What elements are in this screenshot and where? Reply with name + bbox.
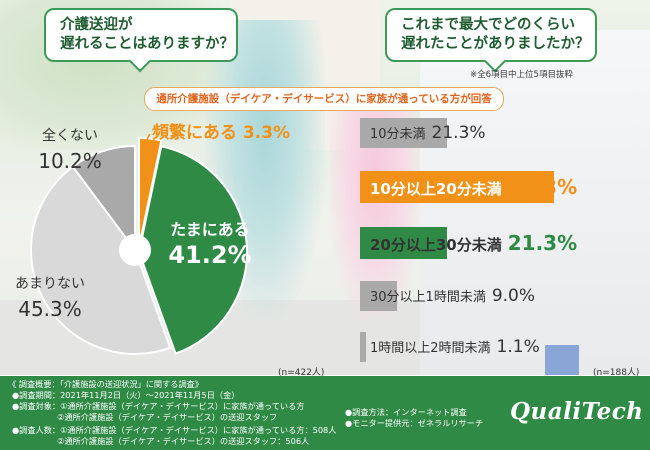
bar-category: 10分未満: [370, 127, 426, 142]
pie-value-4: 10.2%: [38, 149, 102, 173]
bar-value: 47.3%: [507, 175, 578, 199]
bar-category: 1時間以上2時間未満: [370, 341, 491, 356]
question-1-line-1: 介護送迎が: [60, 17, 133, 33]
bar-label-1: 10分未満 21.3%: [370, 118, 486, 150]
pie-value-3: 45.3%: [18, 297, 82, 321]
bar-2: [360, 171, 554, 203]
bar-value: 9.0%: [491, 286, 536, 306]
qualitech-logo: QualiTech: [510, 398, 644, 425]
respondent-banner: 通所介護施設（デイケア・デイサービス）に家族が通っている方が回答: [144, 87, 504, 111]
survey-target-1: ●調査対象：①通所介護施設（デイケア・デイサービス）に家族が通っている方: [12, 401, 305, 411]
pie-slice-2: [137, 145, 248, 355]
bar-label-5: 1時間以上2時間未満 1.1%: [370, 332, 540, 364]
pie-value-2: 41.2%: [168, 241, 251, 269]
pie-label-2: たまにある: [170, 220, 250, 239]
question-2-bubble: これまで最大でどのくらい 遅れたことがありましたか？: [385, 8, 597, 73]
bar-4: [360, 281, 397, 311]
survey-count-1: ●調査人数：①通所介護施設（デイケア・デイサービス）に家族が通っている方：508…: [12, 425, 337, 435]
question-1-line-2: 遅れることはありますか？: [60, 36, 234, 52]
survey-provider: ●モニター提供元：ゼネラルリサーチ: [345, 418, 484, 428]
bar-value: 21.3%: [431, 123, 486, 143]
bar-3: [360, 227, 448, 259]
bar-label-3: 20分以上30分未満 21.3%: [370, 227, 577, 261]
pie-leader-line: [142, 133, 151, 147]
pie-sample-size: (n=422人): [278, 368, 325, 378]
survey-title: 《 調査概要：「介護施設の送迎状況」に関する調査》: [8, 379, 204, 389]
pie-slice-4: [71, 144, 136, 254]
pie-slice-3: [30, 165, 172, 355]
bar-label-4: 30分以上1時間未満 9.0%: [370, 281, 535, 313]
bar-label-2: 10分以上20分未満 47.3%: [370, 171, 577, 205]
bar-category: 20分以上30分未満: [370, 236, 502, 254]
footnote: ※全6項目中上位5項目抜粋: [470, 70, 573, 80]
bar-5: [360, 332, 366, 362]
bar-value: 1.1%: [496, 337, 540, 357]
bar-sample-size: (n=188人): [593, 368, 640, 378]
bar-category: 10分以上20分未満: [370, 180, 502, 198]
pie-chart: 頻繁にある 3.3% たまにある 41.2% あまりない 45.3% 全くない 10.2%: [15, 122, 290, 355]
bar-category: 30分以上1時間未満: [370, 290, 486, 305]
question-2-line-1: これまで最大でどのくらい: [401, 17, 575, 33]
bar-value: 21.3%: [507, 231, 578, 255]
bg-accessibility-sign: [545, 345, 579, 375]
pie-label-frequent: 頻繁にある 3.3%: [151, 122, 290, 143]
survey-period: ●調査期間：2021年11月2日（火）〜2021年11月5日（金）: [12, 390, 240, 400]
pie-label-3: あまりない: [15, 276, 85, 292]
bar-1: [360, 118, 448, 148]
pie-center-hole: [119, 234, 151, 266]
pie-label-4: 全くない: [42, 127, 98, 144]
survey-method: ●調査方法：インターネット調査: [345, 407, 467, 417]
survey-count-2: ②通所介護施設（デイケア・デイサービス）の送迎スタッフ：506人: [57, 436, 310, 446]
pie-slice-1: [138, 136, 163, 248]
survey-footer: 《 調査概要：「介護施設の送迎状況」に関する調査》 ●調査期間：2021年11月…: [0, 376, 650, 450]
question-2-line-2: 遅れたことがありましたか？: [401, 36, 590, 52]
survey-target-2: ②通所介護施設（デイケア・デイサービス）の送迎スタッフ: [57, 412, 278, 422]
question-1-bubble: 介護送迎が 遅れることはありますか？: [44, 8, 238, 73]
